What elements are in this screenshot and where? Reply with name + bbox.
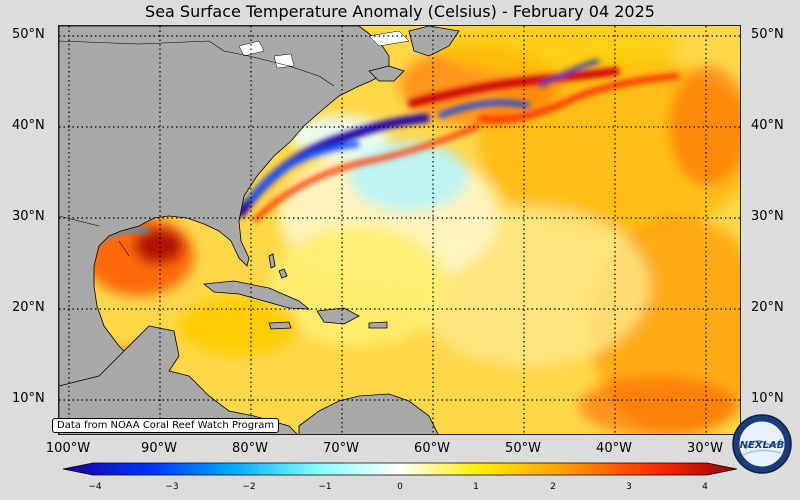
lat-label-right-20n: 20°N (751, 300, 784, 315)
lon-label-80w: 80°W (232, 441, 268, 456)
lat-label-right-10n: 10°N (751, 391, 784, 406)
bahamas (268, 253, 276, 269)
central-america (59, 325, 298, 434)
colorbar-tick-1: 1 (473, 482, 479, 492)
logo-text: NEXLAB (740, 440, 785, 451)
lon-label-30w: 30°W (687, 441, 723, 456)
lat-label-left-30n: 30°N (12, 209, 45, 224)
lon-label-50w: 50°W (505, 441, 541, 456)
data-credit: Data from NOAA Coral Reef Watch Program (52, 418, 280, 433)
lat-label-left-20n: 20°N (12, 300, 45, 315)
gulf-stream-bands (97, 59, 680, 243)
colorbar (63, 462, 737, 476)
lon-label-100w: 100°W (45, 441, 91, 456)
anomaly-fields (84, 26, 740, 434)
map-title: Sea Surface Temperature Anomaly (Celsius… (145, 2, 655, 21)
lat-label-left-50n: 50°N (12, 27, 45, 42)
puerto-rico (368, 321, 388, 329)
lon-label-60w: 60°W (414, 441, 450, 456)
colorbar-tick-2: 2 (550, 482, 556, 492)
lat-label-left-10n: 10°N (12, 391, 45, 406)
sst-anomaly-map (58, 25, 741, 435)
borders (59, 40, 335, 257)
lon-label-70w: 70°W (323, 441, 359, 456)
colorbar-tick-neg2: −2 (242, 482, 256, 492)
colorbar-tick-neg1: −1 (318, 482, 332, 492)
gridlines (59, 26, 740, 434)
south-america (298, 393, 439, 434)
lat-label-right-40n: 40°N (751, 118, 784, 133)
nexlab-logo: NEXLAB (732, 414, 792, 474)
nova-scotia (368, 65, 405, 82)
colorbar-tick-0: 0 (397, 482, 403, 492)
colorbar-tick-4: 4 (702, 482, 708, 492)
colorbar-tick-neg4: −4 (88, 482, 102, 492)
lon-label-40w: 40°W (596, 441, 632, 456)
jamaica (268, 321, 292, 330)
land-masses (59, 26, 460, 434)
lat-label-right-30n: 30°N (751, 209, 784, 224)
newfoundland (408, 26, 460, 57)
lat-label-left-40n: 40°N (12, 118, 45, 133)
lon-label-90w: 90°W (141, 441, 177, 456)
colorbar-tick-3: 3 (626, 482, 632, 492)
lat-label-right-50n: 50°N (751, 27, 784, 42)
colorbar-gradient (63, 462, 737, 476)
colorbar-tick-neg3: −3 (165, 482, 179, 492)
